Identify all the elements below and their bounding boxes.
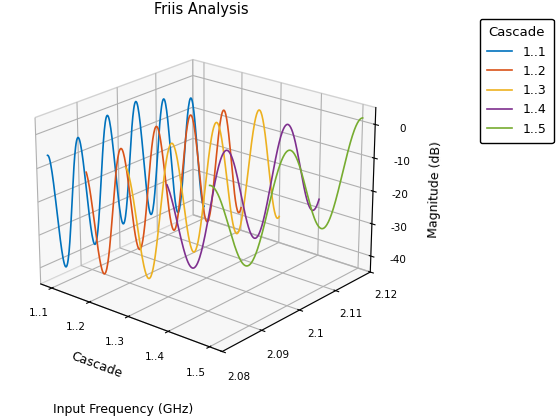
Title: s11
Friis Analysis: s11 Friis Analysis [155,0,249,17]
Text: Input Frequency (GHz): Input Frequency (GHz) [53,403,193,416]
X-axis label: Cascade: Cascade [69,349,124,381]
Legend: 1..1, 1..2, 1..3, 1..4, 1..5: 1..1, 1..2, 1..3, 1..4, 1..5 [480,19,554,143]
